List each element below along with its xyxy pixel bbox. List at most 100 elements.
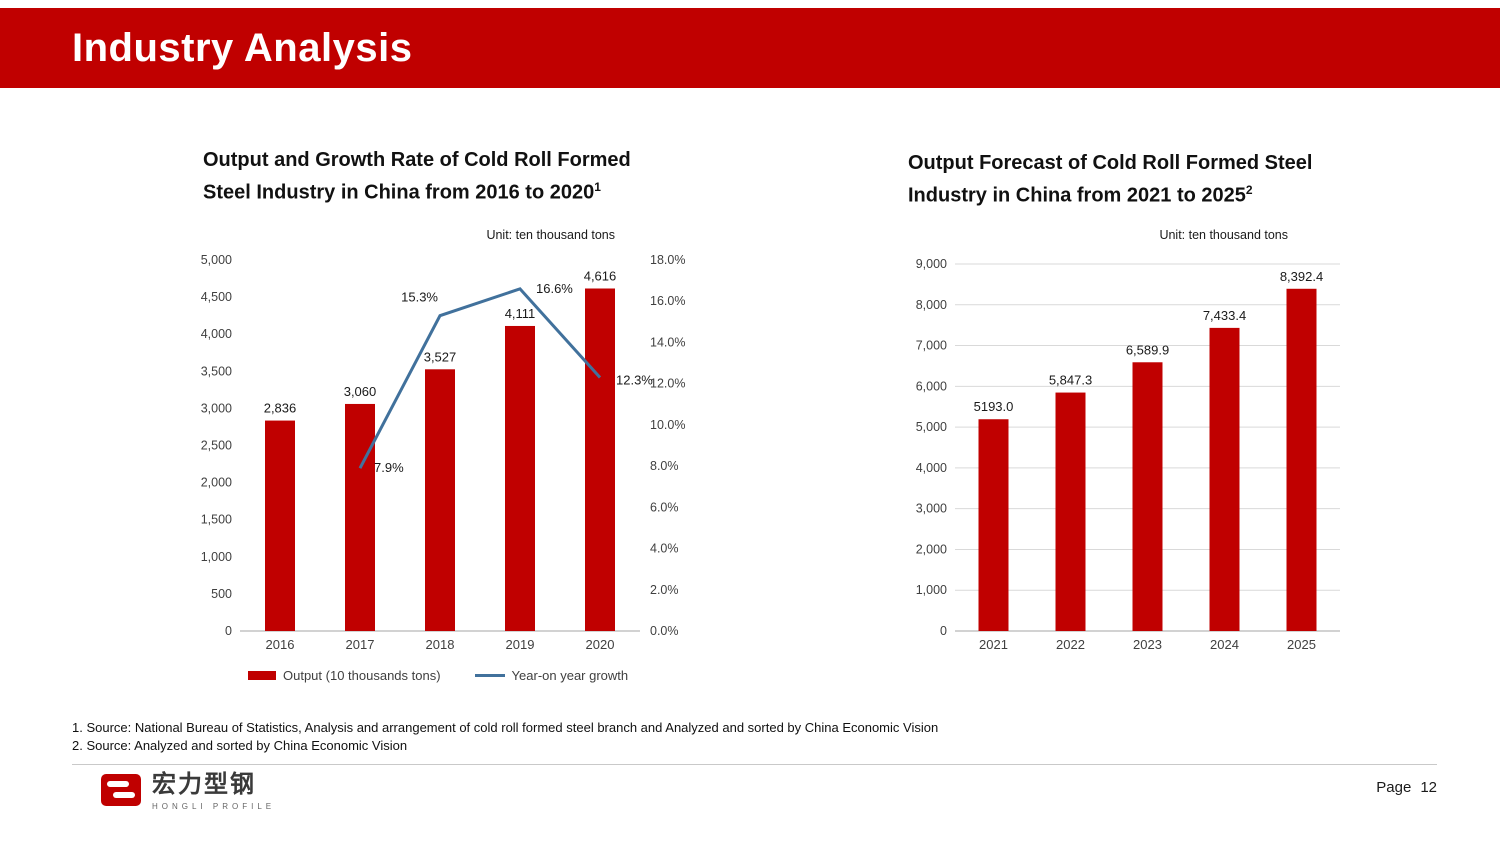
bar-value-label: 5193.0 — [974, 399, 1014, 414]
secondary-axis-tick-label: 12.0% — [650, 377, 685, 391]
y-axis-tick-label: 1,000 — [201, 550, 232, 564]
output-bar — [978, 419, 1009, 631]
bar-value-label: 2,836 — [264, 401, 297, 416]
left-chart-footnote-ref: 1 — [594, 180, 601, 194]
bar-value-label: 3,060 — [344, 384, 377, 399]
right-chart-title: Output Forecast of Cold Roll Formed Stee… — [908, 150, 1388, 210]
output-bar — [585, 288, 615, 631]
y-axis-tick-label: 3,000 — [201, 401, 232, 415]
page-number-label: Page — [1376, 779, 1412, 796]
y-axis-tick-label: 3,500 — [201, 364, 232, 378]
output-bar — [265, 420, 295, 631]
footnotes: 1. Source: National Bureau of Statistics… — [72, 719, 938, 754]
secondary-axis-tick-label: 2.0% — [650, 583, 679, 597]
output-bar — [505, 325, 535, 631]
left-chart-plot: 0 500 1,000 1,500 2,000 2,500 3,000 3,500 4,000 4… — [201, 253, 686, 652]
bar-value-label: 7,433.4 — [1203, 308, 1246, 323]
left-chart-title: Output and Growth Rate of Cold Roll Form… — [203, 147, 703, 207]
secondary-axis-tick-label: 14.0% — [650, 335, 685, 349]
secondary-axis-tick-label: 18.0% — [650, 253, 685, 267]
footnote-1: 1. Source: National Bureau of Statistics… — [72, 720, 939, 735]
x-axis-category-label: 2025 — [1287, 637, 1316, 652]
output-bar — [1055, 392, 1086, 631]
x-axis-category-label: 2022 — [1056, 637, 1085, 652]
logo-chinese-name: 宏力型钢 — [152, 771, 256, 798]
output-bar — [1132, 362, 1163, 631]
right-chart-footnote-ref: 2 — [1245, 183, 1253, 197]
legend-item-growth: Year-on year growth — [474, 668, 629, 683]
legend-line-swatch-icon — [474, 674, 505, 677]
line-value-label: 16.6% — [536, 281, 573, 296]
output-bar — [1286, 288, 1317, 631]
secondary-axis-tick-label: 16.0% — [650, 294, 685, 308]
legend-item-output: Output (10 thousands tons) — [248, 668, 441, 683]
y-axis-tick-label: 9,000 — [916, 257, 947, 271]
y-axis-tick-label: 3,000 — [916, 502, 947, 516]
hongli-logo-icon — [101, 774, 141, 806]
page-number-value: 12 — [1420, 779, 1437, 796]
y-axis-tick-label: 500 — [211, 587, 232, 601]
footer-divider — [72, 764, 1437, 765]
logo-text: 宏力型钢 HONGLI PROFILE — [152, 771, 276, 812]
secondary-axis-tick-label: 6.0% — [650, 500, 679, 514]
line-value-label: 12.3% — [616, 372, 653, 387]
x-axis-category-label: 2019 — [506, 637, 535, 652]
line-value-label: 15.3% — [401, 290, 438, 305]
company-logo: 宏力型钢 HONGLI PROFILE — [100, 772, 275, 811]
bar-value-label: 4,111 — [505, 306, 536, 321]
x-axis-category-label: 2021 — [979, 637, 1008, 652]
secondary-axis-tick-label: 10.0% — [650, 418, 685, 432]
logo-english-name: HONGLI PROFILE — [152, 802, 276, 811]
secondary-axis-tick-label: 0.0% — [650, 624, 679, 638]
y-axis-tick-label: 1,000 — [916, 583, 947, 597]
x-axis-category-label: 2023 — [1133, 637, 1162, 652]
output-bar — [345, 403, 375, 631]
growth-line — [358, 287, 602, 469]
left-chart-title-line2: Steel Industry in China from 2016 to 202… — [203, 181, 595, 204]
y-axis-tick-label: 4,500 — [201, 290, 232, 304]
y-axis-tick-label: 2,000 — [201, 476, 232, 490]
secondary-axis-tick-label: 8.0% — [650, 459, 679, 473]
y-axis-tick-label: 4,000 — [201, 327, 232, 341]
right-chart-unit-label: Unit: ten thousand tons — [1159, 228, 1288, 242]
y-axis-tick-label: 5,000 — [916, 420, 947, 434]
bar-value-label: 3,527 — [424, 349, 457, 364]
y-axis-tick-label: 0 — [940, 624, 947, 638]
y-axis-tick-label: 2,000 — [916, 542, 947, 556]
line-value-label: 7.9% — [374, 460, 404, 475]
right-chart-title-line2: Industry in China from 2021 to 2025 — [908, 184, 1246, 207]
legend-growth-label: Year-on year growth — [511, 668, 629, 683]
footnote-2: 2. Source: Analyzed and sorted by China … — [72, 737, 408, 753]
right-chart-title-line1: Output Forecast of Cold Roll Formed Stee… — [908, 152, 1313, 174]
secondary-axis-tick-label: 4.0% — [650, 542, 679, 556]
output-bar — [1209, 327, 1240, 631]
right-chart-plot: 0 1,000 2,000 3,000 4,000 5,000 6,000 7,000 8,00… — [916, 257, 1340, 652]
y-axis-tick-label: 2,500 — [201, 439, 232, 453]
left-chart-legend: Output (10 thousands tons) Year-on year … — [248, 668, 628, 683]
x-axis-category-label: 2024 — [1210, 637, 1239, 652]
x-axis-category-label: 2020 — [586, 637, 615, 652]
header-banner: Industry Analysis — [0, 8, 1500, 88]
x-axis-category-label: 2016 — [266, 637, 295, 652]
legend-bar-swatch-icon — [248, 671, 276, 680]
y-axis-tick-label: 0 — [225, 624, 232, 638]
bar-value-label: 4,616 — [584, 268, 617, 283]
y-axis-tick-label: 1,500 — [201, 513, 232, 527]
x-axis-category-label: 2017 — [346, 637, 375, 652]
left-chart-title-line1: Output and Growth Rate of Cold Roll Form… — [203, 149, 631, 171]
page-title: Industry Analysis — [72, 26, 413, 70]
page-number: Page 12 — [1376, 779, 1437, 796]
y-axis-tick-label: 4,000 — [916, 461, 947, 475]
left-chart-unit-label: Unit: ten thousand tons — [486, 228, 615, 242]
y-axis-tick-label: 7,000 — [916, 339, 947, 353]
bar-value-label: 6,589.9 — [1126, 342, 1169, 357]
output-bar — [425, 369, 455, 631]
y-axis-tick-label: 5,000 — [201, 253, 232, 267]
y-axis-tick-label: 6,000 — [916, 379, 947, 393]
bar-value-label: 5,847.3 — [1049, 373, 1092, 388]
legend-output-label: Output (10 thousands tons) — [283, 668, 441, 683]
bar-value-label: 8,392.4 — [1280, 269, 1323, 284]
x-axis-category-label: 2018 — [426, 637, 455, 652]
y-axis-tick-label: 8,000 — [916, 298, 947, 312]
